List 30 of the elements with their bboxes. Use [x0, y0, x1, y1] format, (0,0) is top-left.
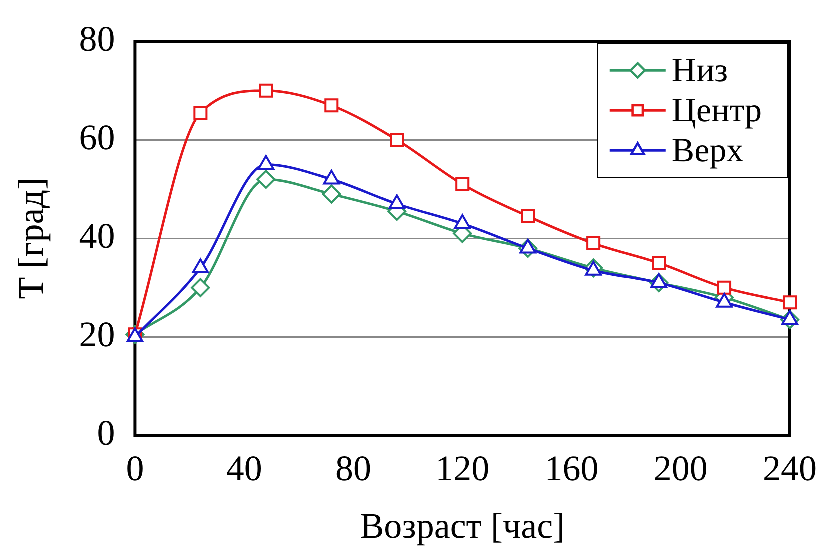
point	[456, 177, 470, 192]
point	[191, 278, 210, 298]
y-axis-title: T [град]	[11, 178, 52, 300]
y-tick-label: 40	[79, 216, 116, 256]
point	[259, 84, 274, 98]
legend-label: Верх	[672, 132, 744, 170]
point	[586, 236, 601, 251]
x-tick-label: 80	[335, 448, 372, 489]
y-tick-label: 80	[79, 19, 116, 60]
point	[324, 98, 339, 113]
point	[521, 209, 536, 224]
point	[194, 106, 208, 120]
x-tick-label: 120	[436, 448, 490, 489]
x-tick-label: 240	[763, 448, 817, 489]
point	[718, 280, 732, 295]
x-tick-label: 200	[654, 448, 708, 489]
legend-label: Низ	[672, 52, 728, 90]
point	[782, 296, 798, 310]
point	[256, 170, 276, 189]
legend-label: Центр	[672, 92, 762, 130]
point	[390, 133, 404, 148]
x-axis-title: Возраст [час]	[360, 506, 566, 546]
x-tick-label: 160	[544, 448, 599, 489]
point	[652, 256, 666, 270]
x-tick-label: 40	[226, 448, 262, 489]
y-tick-label: 60	[79, 118, 116, 158]
x-tick-label: 0	[126, 448, 144, 489]
y-tick-label: 0	[97, 413, 116, 454]
point	[322, 184, 342, 204]
y-tick-label: 20	[79, 314, 116, 355]
